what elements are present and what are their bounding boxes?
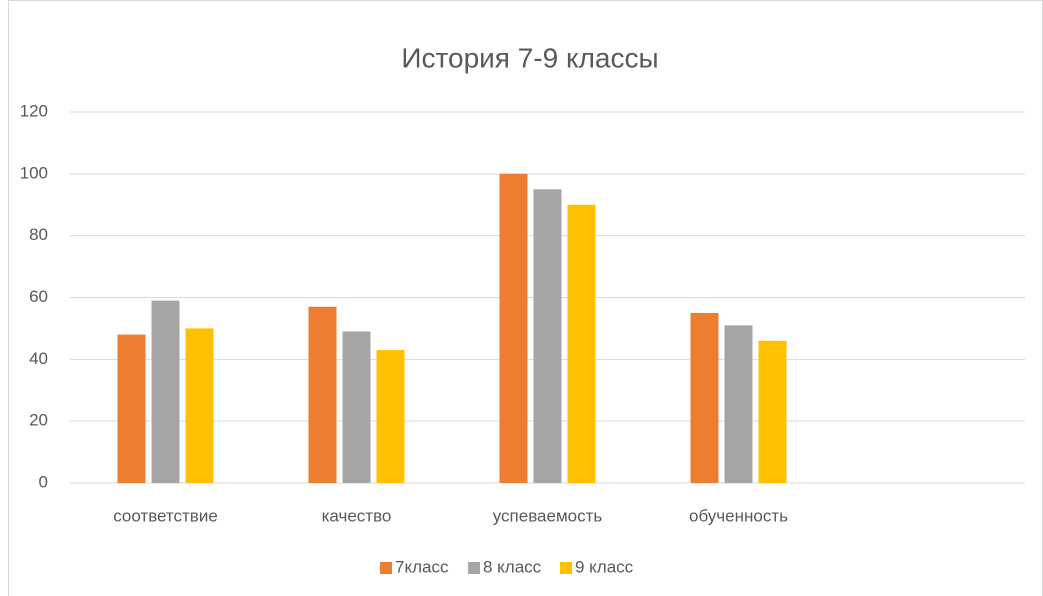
legend-swatch bbox=[380, 562, 392, 574]
bar bbox=[151, 300, 180, 483]
y-tick-label: 40 bbox=[29, 349, 48, 368]
bar bbox=[185, 328, 214, 483]
legend-swatch bbox=[468, 562, 480, 574]
bar bbox=[376, 350, 405, 483]
bar bbox=[533, 189, 562, 483]
legend-swatch bbox=[560, 562, 572, 574]
legend-label: 7класс bbox=[395, 557, 449, 576]
bar bbox=[308, 306, 337, 483]
legend-label: 9 класс bbox=[575, 557, 634, 576]
bar bbox=[499, 173, 528, 484]
chart-title: История 7-9 классы bbox=[401, 42, 658, 73]
legend-label: 8 класс bbox=[483, 557, 542, 576]
y-tick-label: 100 bbox=[20, 163, 48, 182]
y-tick-label: 60 bbox=[29, 287, 48, 306]
x-tick-label: обученность bbox=[689, 506, 788, 525]
x-tick-label: соответствие bbox=[113, 506, 218, 525]
y-tick-label: 0 bbox=[39, 472, 48, 491]
bar bbox=[117, 334, 146, 483]
y-tick-label: 20 bbox=[29, 411, 48, 430]
x-tick-label: качество bbox=[322, 506, 392, 525]
y-tick-label: 120 bbox=[20, 101, 48, 120]
y-tick-label: 80 bbox=[29, 225, 48, 244]
bar bbox=[567, 204, 596, 483]
bar bbox=[690, 312, 719, 483]
bar bbox=[758, 340, 787, 483]
bar bbox=[342, 331, 371, 483]
bar bbox=[724, 325, 753, 483]
x-tick-label: успеваемость bbox=[493, 506, 603, 525]
